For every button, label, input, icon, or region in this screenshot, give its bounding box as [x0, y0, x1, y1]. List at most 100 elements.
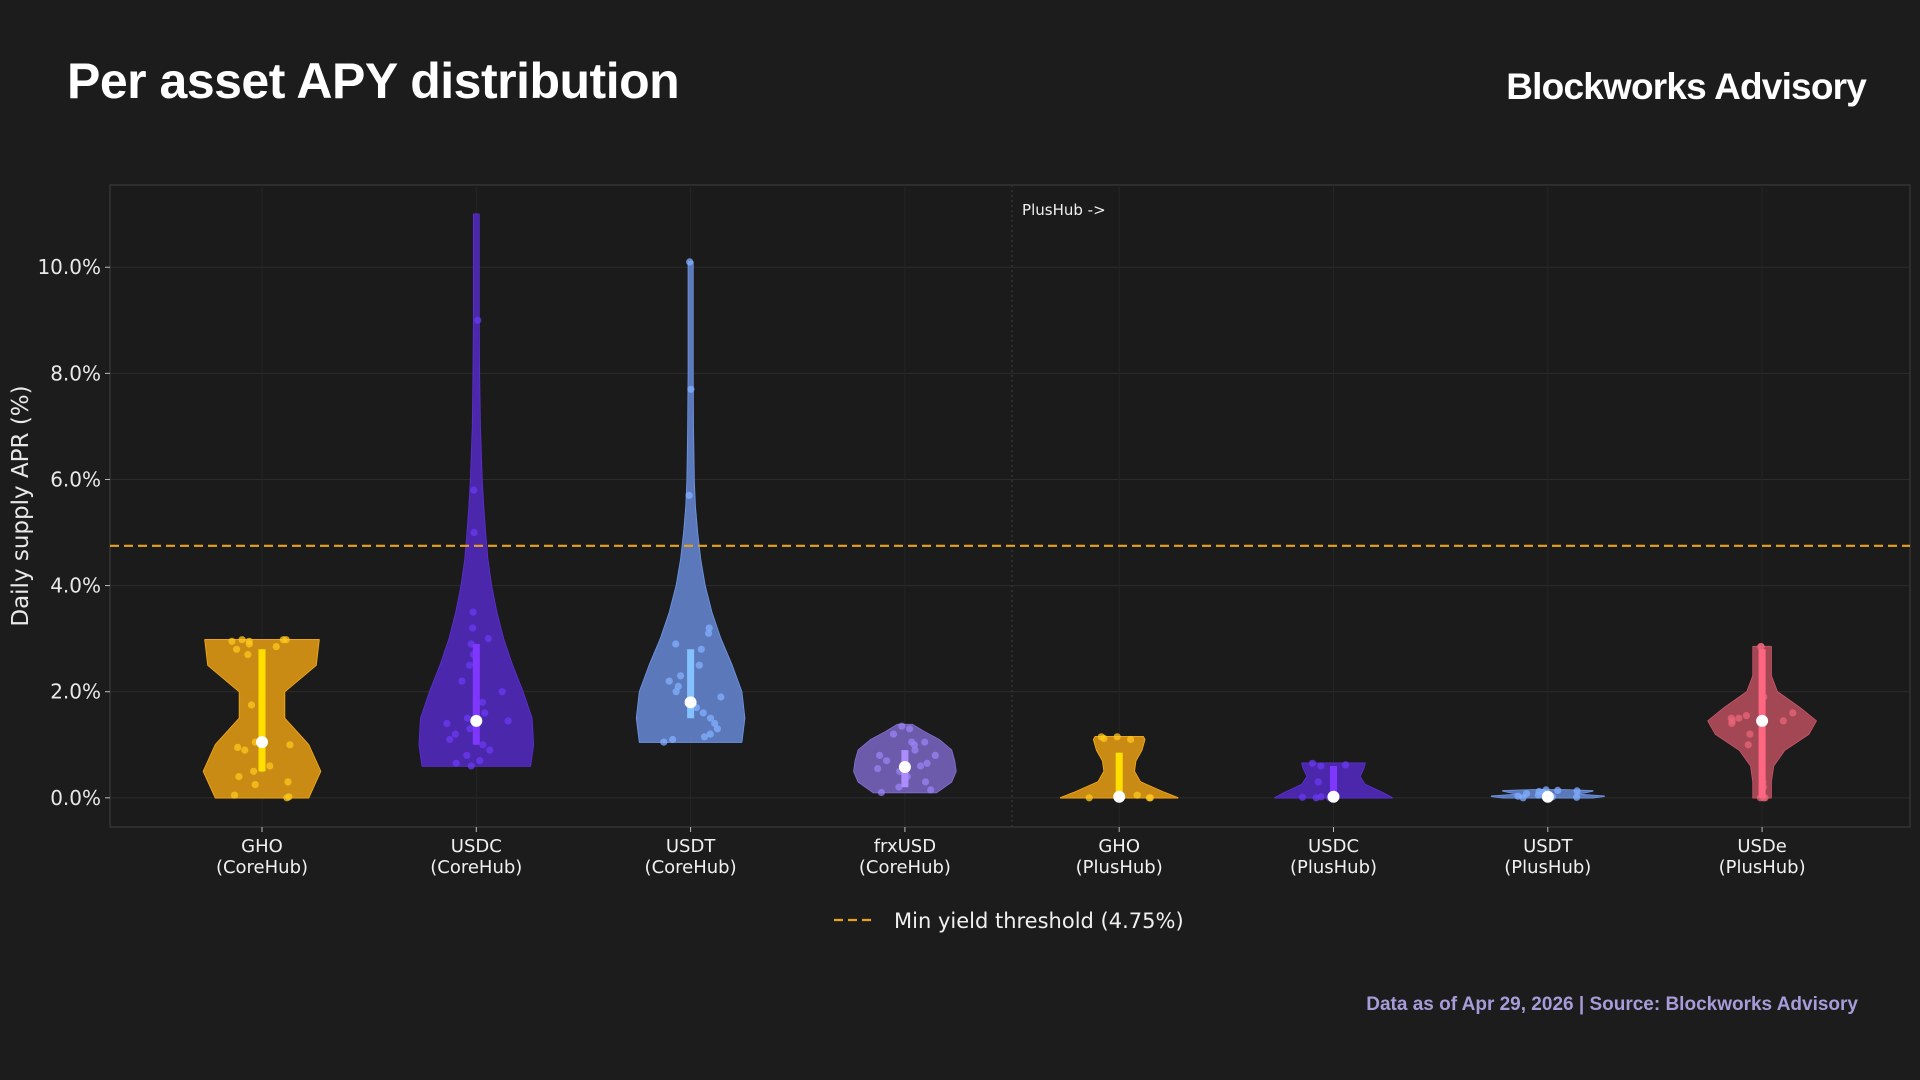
- data-point: [478, 698, 487, 706]
- legend: Min yield threshold (4.75%): [834, 909, 1184, 933]
- data-point: [677, 672, 685, 680]
- data-point: [272, 643, 280, 651]
- x-tick-label: USDe: [1737, 836, 1787, 857]
- data-point: [470, 486, 478, 494]
- data-point: [458, 677, 466, 685]
- y-axis-label: Daily supply APR (%): [8, 385, 34, 626]
- median-dot: [1756, 714, 1769, 727]
- data-point: [228, 637, 236, 645]
- data-point: [481, 709, 489, 717]
- hub-divider: PlusHub ->: [1011, 185, 1106, 827]
- data-point: [1097, 733, 1105, 741]
- data-point: [1342, 761, 1350, 769]
- data-point: [443, 719, 451, 728]
- y-tick-label: 10.0%: [37, 255, 101, 279]
- violin-usdt-corehub: [635, 258, 746, 746]
- data-point: [706, 730, 714, 738]
- data-point: [874, 765, 882, 773]
- data-point: [687, 385, 695, 393]
- data-point: [498, 688, 506, 696]
- data-point: [266, 762, 274, 770]
- data-point: [1308, 759, 1316, 767]
- data-point: [1573, 793, 1581, 801]
- data-point: [895, 783, 903, 791]
- data-point: [1514, 792, 1522, 800]
- y-tick-label: 2.0%: [50, 680, 101, 704]
- data-point: [1779, 717, 1787, 725]
- data-point: [699, 709, 707, 717]
- data-point: [486, 746, 494, 754]
- data-point: [1317, 762, 1325, 770]
- data-point: [685, 491, 693, 499]
- data-point: [452, 759, 460, 767]
- x-tick-hub-label: (CoreHub): [859, 857, 951, 878]
- data-point: [241, 746, 249, 754]
- data-point: [1085, 794, 1093, 802]
- data-point: [474, 316, 482, 324]
- data-point: [451, 730, 459, 738]
- data-point: [717, 693, 725, 701]
- violin-usde-plushub: [1707, 643, 1817, 802]
- data-point: [1127, 735, 1135, 744]
- legend-label: Min yield threshold (4.75%): [894, 909, 1184, 933]
- violin-usdc-corehub: [418, 213, 535, 770]
- data-point: [1757, 643, 1765, 651]
- data-point: [883, 757, 891, 765]
- y-tick-label: 8.0%: [50, 361, 101, 385]
- data-point: [695, 661, 703, 669]
- data-point: [1554, 786, 1562, 795]
- data-point: [476, 757, 484, 765]
- data-point: [235, 773, 243, 781]
- data-point: [921, 778, 930, 786]
- plot-area: [109, 184, 1911, 828]
- median-dot: [1541, 790, 1554, 803]
- median-dot: [256, 736, 268, 749]
- data-point: [1535, 787, 1543, 796]
- data-point: [876, 751, 884, 760]
- data-point: [1317, 793, 1325, 801]
- iqr-bar: [1330, 765, 1337, 798]
- violins: [202, 213, 1817, 803]
- data-point: [705, 629, 713, 637]
- data-point: [285, 793, 293, 801]
- y-tick-label: 0.0%: [50, 786, 101, 810]
- data-point: [686, 258, 694, 266]
- data-point: [711, 719, 719, 728]
- data-point: [672, 640, 680, 648]
- data-point: [1727, 714, 1735, 722]
- data-point: [463, 714, 472, 722]
- data-point: [669, 735, 677, 744]
- x-tick-label: USDT: [1523, 836, 1573, 857]
- data-point: [446, 735, 454, 744]
- data-point: [1133, 791, 1141, 799]
- violin-usdc-plushub: [1274, 759, 1393, 803]
- data-point: [251, 781, 259, 789]
- data-point: [660, 738, 668, 746]
- data-point: [898, 722, 906, 730]
- data-point: [706, 714, 715, 722]
- x-tick-hub-label: (PlusHub): [1719, 857, 1806, 878]
- median-dot: [1113, 790, 1126, 803]
- x-tick-hub-label: (PlusHub): [1504, 857, 1591, 878]
- data-point: [1789, 709, 1797, 717]
- data-point: [466, 725, 474, 733]
- iqr-bar: [472, 643, 480, 745]
- data-point: [1145, 794, 1153, 802]
- x-tick-label: GHO: [241, 836, 283, 857]
- data-point: [250, 767, 258, 775]
- x-tick-hub-label: (PlusHub): [1290, 857, 1377, 878]
- data-point: [504, 717, 512, 725]
- source-footnote: Data as of Apr 29, 2026 | Source: Blockw…: [1366, 994, 1858, 1015]
- median-dot: [470, 714, 483, 727]
- data-point: [889, 730, 898, 738]
- data-point: [234, 743, 242, 752]
- x-tick-label: USDC: [1308, 836, 1359, 857]
- x-tick-hub-label: (CoreHub): [645, 857, 737, 878]
- data-point: [1746, 730, 1754, 738]
- data-point: [927, 786, 935, 794]
- y-tick-label: 4.0%: [50, 574, 101, 598]
- data-point: [916, 762, 925, 770]
- data-point: [697, 645, 705, 653]
- data-point: [284, 778, 292, 786]
- violin-gho-corehub: [202, 636, 322, 802]
